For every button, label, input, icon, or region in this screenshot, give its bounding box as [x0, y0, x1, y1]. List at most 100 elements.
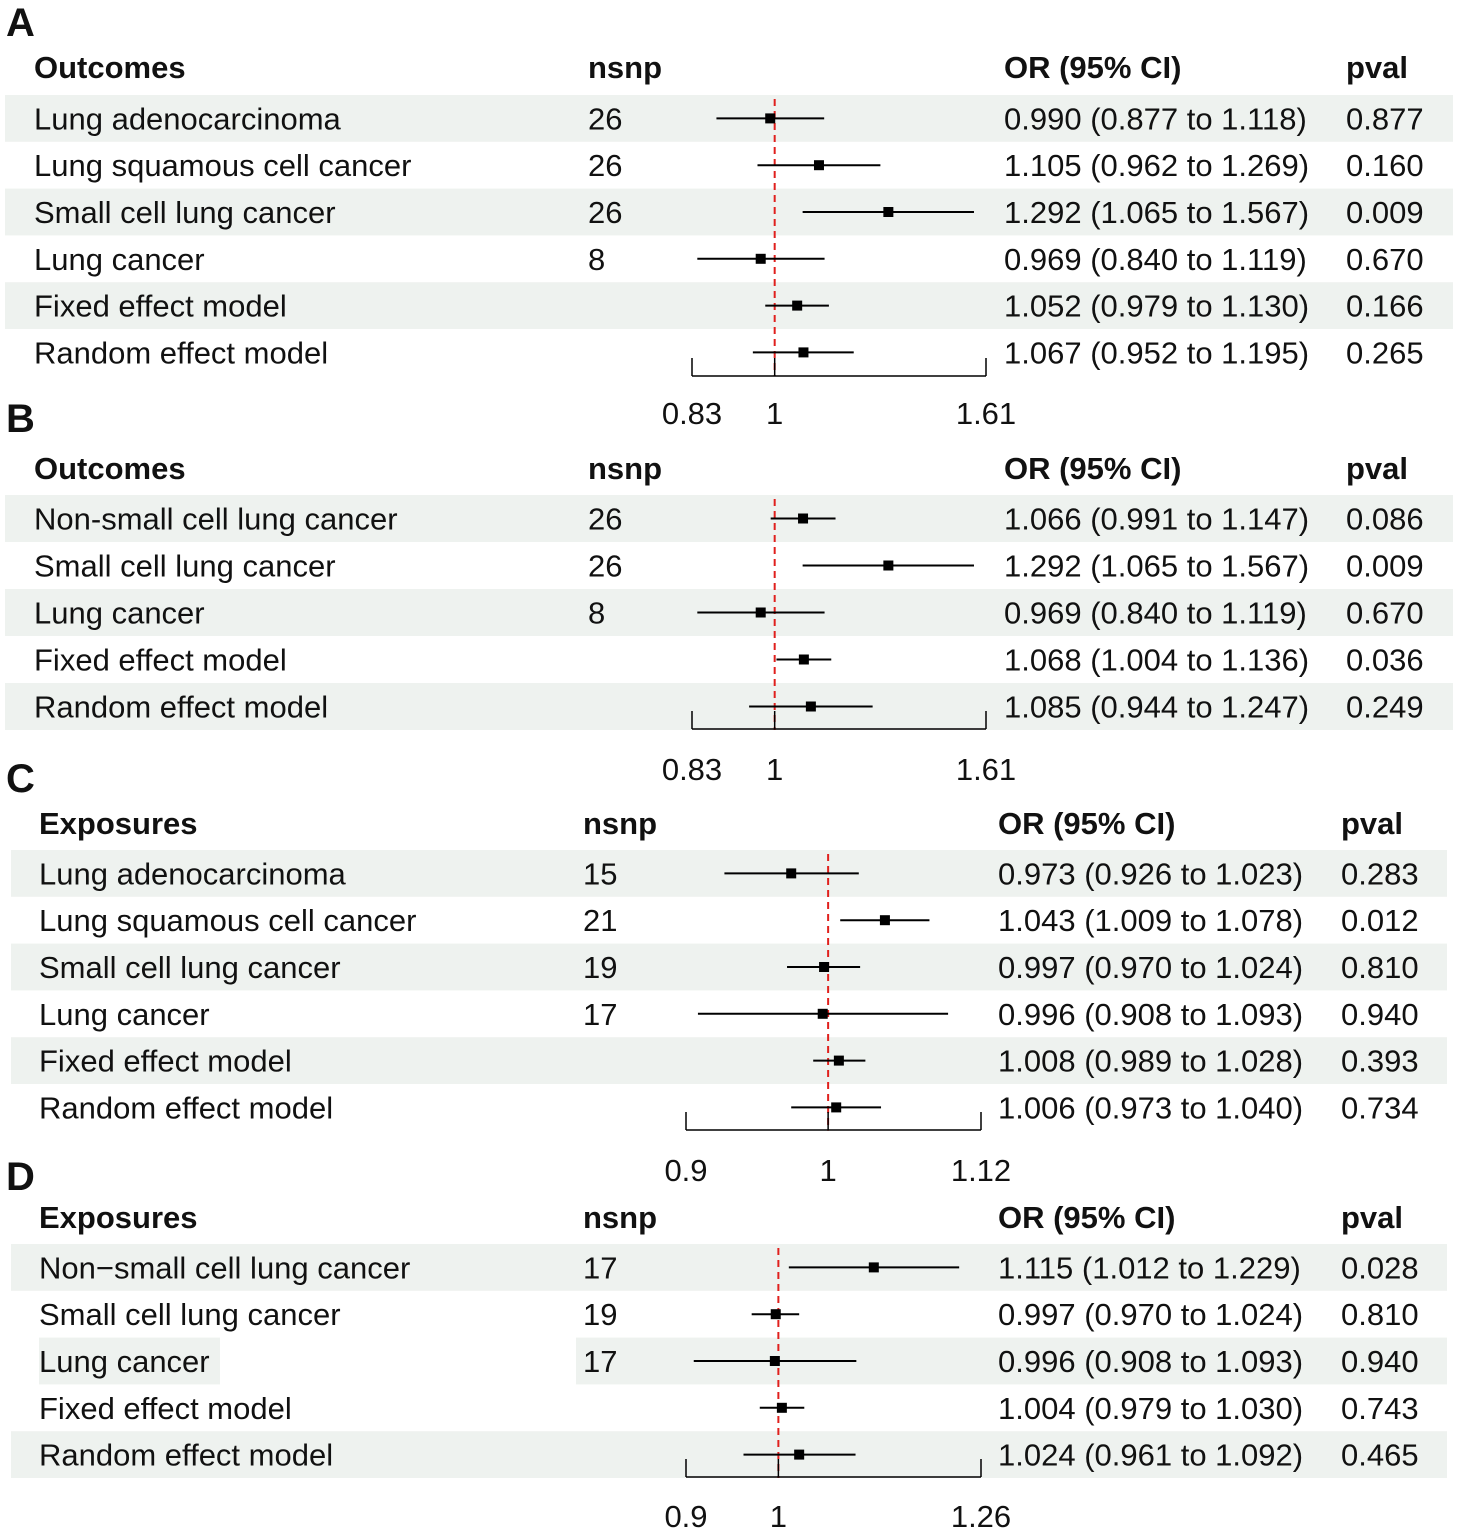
row-shade: [5, 282, 1453, 329]
point-estimate: [883, 560, 894, 571]
row-nsnp: 8: [588, 242, 605, 277]
row-pval: 0.009: [1346, 195, 1424, 230]
row-name: Fixed effect model: [34, 289, 287, 324]
column-header-nsnp: nsnp: [588, 50, 662, 85]
row-name: Lung cancer: [39, 1344, 210, 1379]
row-nsnp: 17: [583, 997, 617, 1032]
row-pval: 0.086: [1346, 502, 1424, 537]
point-estimate: [765, 113, 776, 124]
row-pval: 0.810: [1341, 1297, 1419, 1332]
row-pval: 0.160: [1346, 148, 1424, 183]
row-or-ci: 1.292 (1.065 to 1.567): [1004, 195, 1309, 230]
row-shade: [39, 1337, 220, 1385]
x-axis-tick-label: 0.83: [662, 752, 722, 787]
row-pval: 0.940: [1341, 997, 1419, 1032]
row-shade: [5, 495, 1453, 542]
row-name: Lung squamous cell cancer: [34, 148, 411, 183]
row-name: Lung adenocarcinoma: [34, 101, 342, 136]
point-estimate: [769, 1356, 780, 1366]
row-name: Small cell lung cancer: [34, 195, 336, 230]
row-pval: 0.670: [1346, 596, 1424, 631]
point-estimate: [798, 654, 809, 665]
row-or-ci: 1.292 (1.065 to 1.567): [1004, 549, 1309, 584]
x-axis-tick-label: 1: [820, 1153, 837, 1188]
row-nsnp: 26: [588, 502, 622, 537]
x-axis-tick-label: 1.12: [951, 1153, 1011, 1188]
row-or-ci: 0.997 (0.970 to 1.024): [998, 950, 1303, 985]
point-estimate: [798, 513, 809, 524]
x-axis-tick-label: 0.83: [662, 396, 722, 431]
forest-panel-b: B Outcomes nsnp OR (95% CI) pval Non-small ce…: [5, 397, 1453, 787]
row-name: Lung cancer: [39, 997, 210, 1032]
row-pval: 0.877: [1346, 101, 1424, 136]
column-header-or: OR (95% CI): [1004, 451, 1181, 486]
row-pval: 0.036: [1346, 643, 1424, 678]
point-estimate: [776, 1402, 787, 1413]
point-estimate: [833, 1055, 844, 1066]
x-axis-tick-label: 1: [770, 1499, 787, 1534]
column-header-name: Outcomes: [34, 50, 186, 85]
row-or-ci: 0.973 (0.926 to 1.023): [998, 856, 1303, 891]
row-pval: 0.249: [1346, 690, 1424, 725]
row-name: Random effect model: [34, 335, 328, 370]
row-nsnp: 26: [588, 195, 622, 230]
point-estimate: [770, 1309, 781, 1320]
column-header-pval: pval: [1346, 451, 1408, 486]
column-header-name: Exposures: [39, 806, 198, 841]
point-estimate: [817, 1008, 828, 1019]
row-nsnp: 21: [583, 903, 617, 938]
row-name: Fixed effect model: [39, 1391, 292, 1426]
row-or-ci: 1.068 (1.004 to 1.136): [1004, 643, 1309, 678]
row-name: Lung adenocarcinoma: [39, 856, 347, 891]
x-axis-tick-label: 1: [766, 752, 783, 787]
row-or-ci: 1.052 (0.979 to 1.130): [1004, 289, 1309, 324]
row-name: Lung squamous cell cancer: [39, 903, 416, 938]
column-header-or: OR (95% CI): [998, 1200, 1175, 1235]
row-name: Lung cancer: [34, 596, 205, 631]
row-pval: 0.810: [1341, 950, 1419, 985]
row-or-ci: 1.066 (0.991 to 1.147): [1004, 502, 1309, 537]
row-or-ci: 0.996 (0.908 to 1.093): [998, 997, 1303, 1032]
row-name: Random effect model: [39, 1090, 333, 1125]
x-axis-tick-label: 1.61: [956, 396, 1016, 431]
row-nsnp: 15: [583, 856, 617, 891]
panel-letter: C: [6, 757, 35, 801]
row-or-ci: 0.990 (0.877 to 1.118): [1004, 101, 1307, 136]
point-estimate: [798, 347, 809, 358]
row-shade: [11, 1244, 1447, 1291]
row-pval: 0.670: [1346, 242, 1424, 277]
row-nsnp: 26: [588, 549, 622, 584]
row-pval: 0.265: [1346, 335, 1424, 370]
point-estimate: [883, 207, 894, 217]
row-shade: [5, 188, 1453, 236]
column-header-pval: pval: [1341, 1200, 1403, 1235]
row-nsnp: 26: [588, 101, 622, 136]
point-estimate: [794, 1449, 805, 1460]
panel-letter: D: [6, 1155, 35, 1199]
column-header-name: Outcomes: [34, 451, 186, 486]
row-or-ci: 1.008 (0.989 to 1.028): [998, 1044, 1303, 1079]
point-estimate: [755, 607, 766, 618]
point-estimate: [755, 253, 766, 264]
point-estimate: [879, 915, 890, 926]
row-pval: 0.009: [1346, 549, 1424, 584]
row-or-ci: 0.996 (0.908 to 1.093): [998, 1344, 1303, 1379]
row-or-ci: 0.969 (0.840 to 1.119): [1004, 596, 1307, 631]
row-pval: 0.283: [1341, 856, 1419, 891]
point-estimate: [792, 300, 803, 311]
point-estimate: [831, 1102, 842, 1113]
row-name: Lung cancer: [34, 242, 205, 277]
row-or-ci: 1.024 (0.961 to 1.092): [998, 1438, 1303, 1473]
row-or-ci: 1.067 (0.952 to 1.195): [1004, 335, 1309, 370]
row-name: Non-small cell lung cancer: [34, 502, 398, 537]
x-axis-tick-label: 1.26: [951, 1499, 1011, 1534]
row-or-ci: 1.115 (1.012 to 1.229): [998, 1250, 1301, 1285]
row-nsnp: 8: [588, 596, 605, 631]
row-nsnp: 17: [583, 1250, 617, 1285]
row-nsnp: 26: [588, 148, 622, 183]
row-name: Fixed effect model: [39, 1044, 292, 1079]
row-name: Small cell lung cancer: [39, 950, 341, 985]
row-name: Non−small cell lung cancer: [39, 1250, 410, 1285]
row-pval: 0.393: [1341, 1044, 1419, 1079]
